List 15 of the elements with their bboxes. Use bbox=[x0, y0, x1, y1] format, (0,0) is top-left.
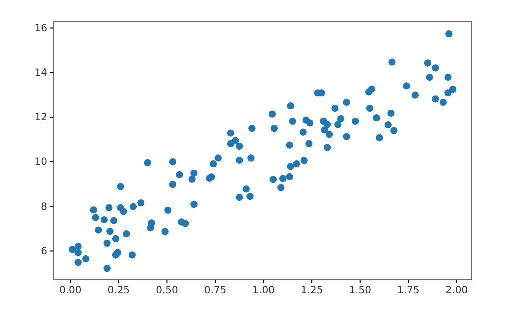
x-tick-label: 2.00 bbox=[446, 286, 468, 297]
x-tick-label: 0.75 bbox=[204, 286, 227, 297]
x-tick-label: 0.00 bbox=[59, 286, 82, 297]
y-tick-label: 10 bbox=[34, 157, 48, 168]
x-tick-label: 1.00 bbox=[252, 286, 275, 297]
x-tick-label: 1.50 bbox=[349, 286, 372, 297]
y-tick-label: 12 bbox=[34, 112, 48, 124]
y-tick-label: 8 bbox=[41, 202, 48, 213]
x-tick-label: 1.75 bbox=[398, 286, 420, 297]
x-tick-label: 1.25 bbox=[300, 286, 324, 297]
y-tick-label: 14 bbox=[34, 68, 48, 80]
y-tick-label: 16 bbox=[34, 23, 48, 34]
y-tick-label: 6 bbox=[41, 246, 48, 258]
x-tick-label: 0.25 bbox=[108, 286, 130, 297]
x-tick-label: 0.50 bbox=[156, 286, 178, 297]
